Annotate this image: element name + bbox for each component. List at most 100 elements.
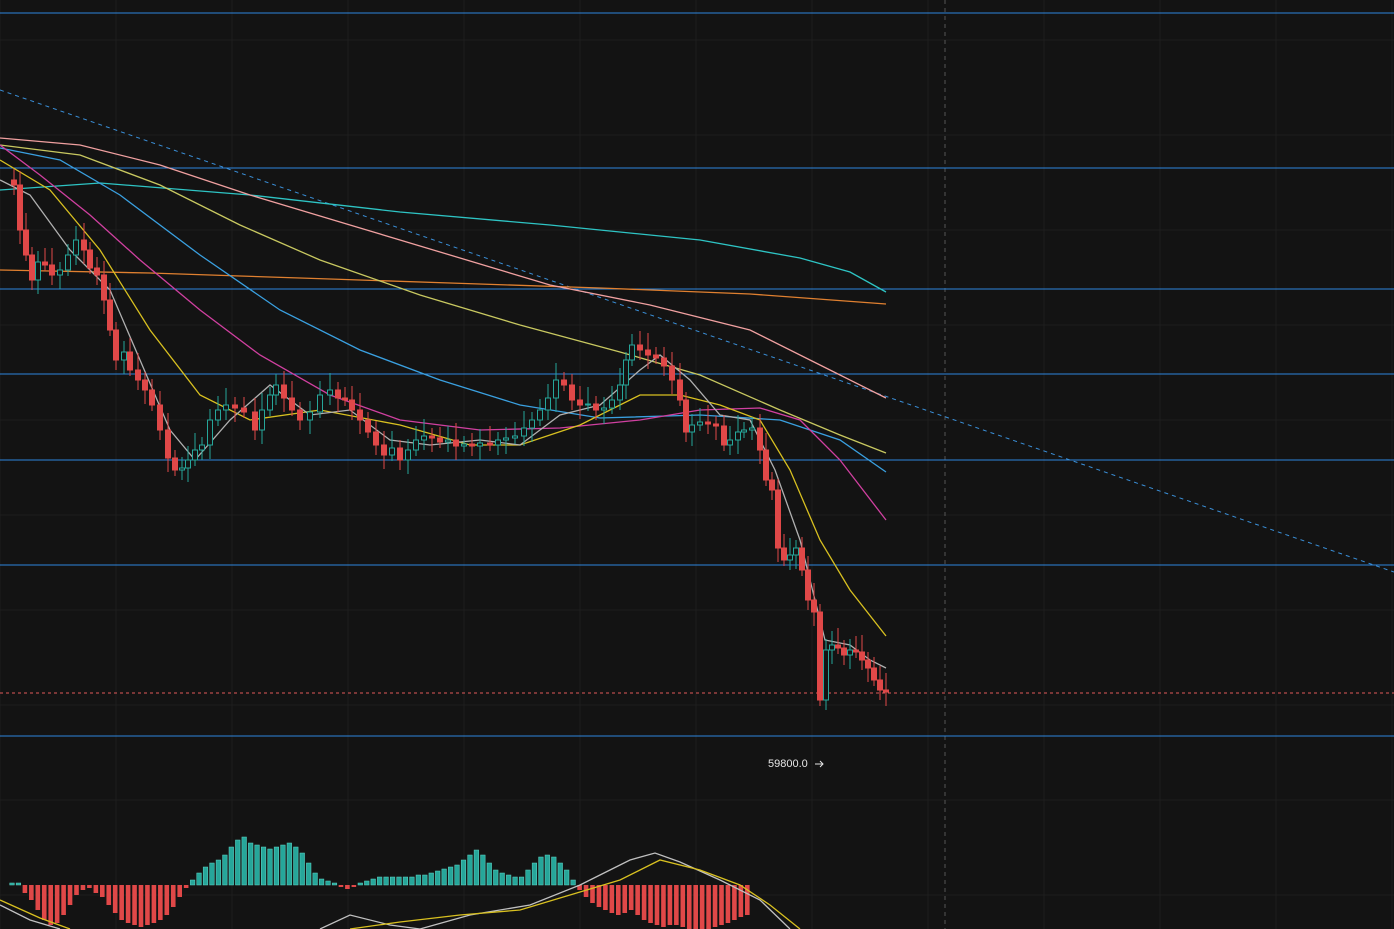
candle-body <box>289 397 295 411</box>
macd-bar <box>661 885 666 927</box>
candle-body <box>811 599 817 613</box>
macd-bar <box>622 885 628 913</box>
macd-bar <box>377 876 383 886</box>
macd-bar <box>422 874 428 886</box>
macd-bar <box>745 885 750 915</box>
candle-body <box>49 264 55 276</box>
candle-body <box>127 351 133 371</box>
candle-body <box>252 411 258 431</box>
macd-bar <box>293 846 299 886</box>
candle-body <box>101 274 107 301</box>
candle-body <box>223 404 229 411</box>
macd-bar <box>151 885 157 923</box>
macd-bar <box>441 868 447 886</box>
candle-body <box>349 399 355 411</box>
macd-bar <box>680 885 686 927</box>
candle-body <box>397 447 403 461</box>
macd-bar <box>299 852 305 886</box>
candle-body <box>529 419 535 429</box>
macd-bar <box>61 885 66 915</box>
candle-body <box>593 403 599 411</box>
candle-body <box>207 419 213 446</box>
macd-bar <box>396 876 402 886</box>
macd-line <box>0 904 61 929</box>
candles <box>11 169 889 710</box>
ma-line <box>0 269 887 305</box>
macd-bar <box>409 876 415 886</box>
candle-body <box>775 489 781 549</box>
macd-bar <box>29 885 34 900</box>
macd-bar <box>557 862 563 886</box>
candle-body <box>172 457 178 471</box>
candle-body <box>865 659 871 669</box>
macd-bar <box>667 885 673 925</box>
candle-body <box>585 403 591 406</box>
macd-bar <box>306 862 312 886</box>
trend-line <box>0 89 1394 573</box>
macd-bar <box>67 885 73 905</box>
ma-line <box>0 182 887 293</box>
macd-bar <box>732 885 737 920</box>
macd-bar <box>35 885 41 910</box>
macd-bar <box>170 885 176 907</box>
candle-body <box>835 644 841 649</box>
macd-bar <box>725 885 731 923</box>
macd-bar <box>190 879 196 886</box>
candle-body <box>17 184 23 231</box>
macd-bar <box>654 885 660 925</box>
macd-bar <box>390 876 396 886</box>
macd-bar <box>41 885 47 920</box>
candle-body <box>307 411 313 421</box>
candle-body <box>769 479 775 491</box>
macd-bar <box>209 862 215 886</box>
macd-bar <box>177 885 182 897</box>
candle-body <box>721 425 727 446</box>
candle-body <box>545 397 551 411</box>
candle-body <box>357 409 363 421</box>
candle-body <box>841 647 847 656</box>
candle-body <box>577 399 583 406</box>
candle-body <box>793 547 799 556</box>
macd-bar <box>648 885 653 923</box>
candle-body <box>421 435 427 441</box>
candle-body <box>259 409 265 431</box>
macd-bar <box>235 839 241 886</box>
candle-body <box>735 431 741 441</box>
macd-bar <box>254 844 260 886</box>
candle-body <box>157 404 163 431</box>
macd-bar <box>325 880 331 886</box>
candle-body <box>389 447 395 456</box>
macd-bar <box>228 846 234 886</box>
ma-line <box>0 144 887 454</box>
candle-body <box>871 667 877 681</box>
candle-body <box>653 354 659 359</box>
ma-line <box>0 147 887 473</box>
macd-bar <box>106 885 112 905</box>
candle-body <box>381 444 387 456</box>
macd-line <box>319 852 791 929</box>
macd-bar <box>506 874 512 886</box>
candle-body <box>763 449 769 481</box>
candle-body <box>697 421 703 426</box>
macd-bar <box>158 885 163 920</box>
candle-body <box>445 439 451 443</box>
candle-body <box>609 399 615 409</box>
candle-body <box>553 379 559 399</box>
candle-body <box>185 459 191 469</box>
candle-body <box>469 443 475 447</box>
candle-body <box>35 261 41 281</box>
candle-body <box>232 404 238 409</box>
candle-body <box>11 179 17 186</box>
macd-bar <box>525 869 531 886</box>
candle-body <box>192 449 198 461</box>
macd-histogram <box>9 836 750 929</box>
candle-body <box>677 379 683 401</box>
candle-body <box>113 329 119 361</box>
candle-body <box>669 365 675 381</box>
macd-bar <box>564 869 570 886</box>
candle-body <box>661 357 667 367</box>
candle-body <box>273 384 279 396</box>
macd-bar <box>312 872 318 886</box>
